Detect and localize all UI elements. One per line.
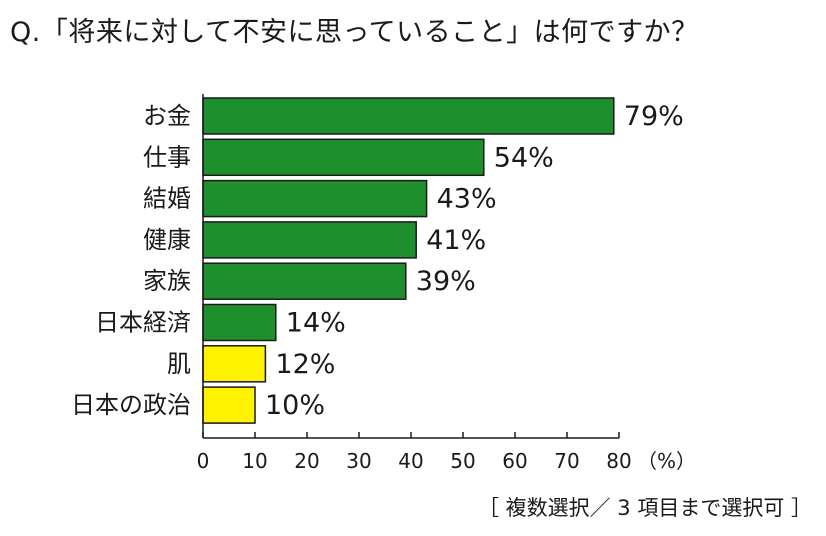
- bar-8: [202, 386, 256, 424]
- chart-title: Q.「将来に対して不安に思っていること」は何ですか？: [10, 17, 699, 48]
- bar-2: [202, 138, 485, 177]
- x-tick-label: 20: [294, 449, 319, 473]
- x-tick-label: 0: [197, 449, 210, 473]
- bars-layer: お金 79% 仕事 54% 結婚 43% 健康 41% 家族 39% 日本経済 14% 肌 12% 日本の政…: [71, 97, 684, 424]
- x-tick-label: 50: [450, 449, 475, 473]
- category-label: お金: [143, 102, 191, 130]
- value-label: 10%: [265, 390, 325, 421]
- value-label: 12%: [275, 349, 335, 380]
- value-label: 39%: [416, 266, 476, 297]
- value-label: 79%: [624, 101, 684, 132]
- value-label: 54%: [494, 142, 554, 173]
- value-label: 41%: [426, 225, 486, 256]
- category-label: 日本経済: [95, 309, 191, 337]
- category-label: 結婚: [143, 185, 191, 213]
- category-label: 家族: [143, 267, 191, 295]
- value-label: 43%: [437, 184, 497, 215]
- value-label: 14%: [286, 308, 346, 339]
- category-label: 仕事: [143, 143, 191, 171]
- category-label: 健康: [143, 226, 191, 254]
- bar-3: [202, 179, 428, 218]
- x-tick-label: 80: [606, 449, 631, 473]
- category-label: 肌: [167, 350, 191, 378]
- x-axis: 0 10 20 30 40 50 60 70 80 （%）: [197, 94, 696, 473]
- selection-note: ［ 複数選択／ 3 項目まで選択可 ］: [477, 496, 812, 520]
- bar-1: [202, 97, 615, 135]
- bar-7: [202, 345, 267, 383]
- x-tick-label: 70: [554, 449, 579, 473]
- category-label: 日本の政治: [71, 391, 191, 419]
- bar-4: [202, 221, 417, 259]
- x-tick-label: 60: [502, 449, 527, 473]
- x-tick-label: 10: [242, 449, 267, 473]
- bar-6: [202, 303, 277, 342]
- x-unit-label: （%）: [637, 449, 696, 473]
- bar-5: [202, 262, 407, 300]
- x-tick-label: 30: [346, 449, 371, 473]
- x-tick-label: 40: [398, 449, 423, 473]
